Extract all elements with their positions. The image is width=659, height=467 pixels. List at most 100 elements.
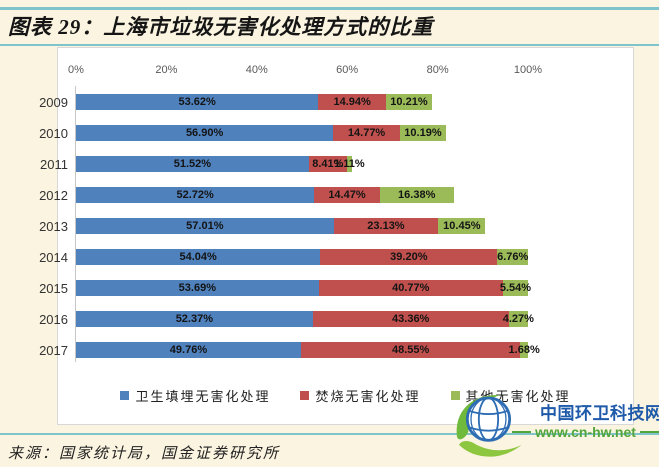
x-axis-tick: 80%	[426, 64, 449, 76]
x-axis-tick: 20%	[155, 64, 178, 76]
bar-value-label: 5.54%	[499, 282, 532, 294]
legend-swatch-icon	[300, 391, 310, 400]
bar-value-label: 57.01%	[186, 220, 224, 232]
bar-segment-incineration: 14.94%	[318, 94, 386, 110]
bar-row: 2009 53.62% 14.94% 10.21%	[0, 94, 659, 110]
y-axis-line	[75, 86, 76, 362]
globe-leaf-logo	[456, 395, 522, 457]
legend-label: 卫生填埋无害化处理	[135, 389, 271, 404]
bar-segment-other: 1.68%	[509, 342, 540, 358]
title-divider	[0, 44, 659, 46]
bar-value-label: 54.04%	[179, 251, 217, 263]
bar-segment-incineration: 8.41%	[308, 156, 347, 172]
bar-value-label: 40.77%	[392, 282, 430, 294]
category-label: 2014	[39, 250, 68, 265]
legend-item: 卫生填埋无害化处理	[120, 386, 270, 405]
figure-title: 图表 29：上海市垃圾无害化处理方式的比重	[8, 15, 434, 39]
bar-segment-incineration: 43.36%	[312, 311, 509, 327]
bar-segment-incineration: 23.13%	[333, 218, 439, 234]
chart-area	[57, 47, 634, 425]
watermark-line-right	[639, 431, 659, 433]
x-axis-tick: 60%	[336, 64, 359, 76]
watermark-url-row: www.cn-hw.net	[512, 424, 659, 440]
bar-row: 2017 49.76% 48.55% 1.68%	[0, 342, 659, 358]
legend-swatch-icon	[450, 391, 460, 400]
bar-value-label: 1.68%	[508, 344, 540, 356]
bar-segment-other: 6.76%	[497, 249, 528, 265]
bar-segment-landfill: 52.37%	[76, 311, 313, 327]
bar-value-label: 1.11%	[334, 158, 365, 170]
category-label: 2012	[39, 188, 68, 203]
bar-segment-landfill: 57.01%	[76, 218, 334, 234]
legend-swatch-icon	[120, 391, 130, 400]
bar-row: 2011 51.52% 8.41% 1.11%	[0, 156, 659, 172]
category-label: 2009	[39, 95, 68, 110]
watermark-site-name: 中国环卫科技网	[540, 404, 659, 423]
category-label: 2013	[39, 219, 68, 234]
category-label: 2010	[39, 126, 68, 141]
bar-segment-other: 10.45%	[438, 218, 486, 234]
bar-value-label: 48.55%	[391, 344, 430, 356]
bottom-divider	[0, 433, 659, 435]
bar-segment-other: 5.54%	[499, 280, 532, 296]
bar-segment-other: 4.27%	[503, 311, 534, 327]
bar-row: 2016 52.37% 43.36% 4.27%	[0, 311, 659, 327]
source-note: 来源：国家统计局，国金证券研究所	[8, 446, 281, 462]
bar-segment-incineration: 14.47%	[314, 187, 380, 203]
bar-segment-other: 10.19%	[399, 125, 446, 141]
bar-segment-incineration: 14.77%	[333, 125, 400, 141]
bar-row: 2014 54.04% 39.20% 6.76%	[0, 249, 659, 265]
bar-segment-incineration: 48.55%	[300, 342, 521, 358]
bar-value-label: 51.52%	[173, 158, 212, 170]
bar-value-label: 53.69%	[178, 282, 216, 294]
bar-segment-landfill: 53.69%	[76, 280, 319, 296]
watermark-line-left	[512, 431, 532, 433]
bar-value-label: 6.76%	[497, 251, 529, 263]
bar-value-label: 53.62%	[178, 96, 216, 108]
bar-value-label: 49.76%	[169, 344, 208, 356]
bar-segment-incineration: 40.77%	[318, 280, 503, 296]
bar-value-label: 10.45%	[443, 220, 481, 232]
bar-segment-other: 16.38%	[379, 187, 454, 203]
bar-value-label: 16.38%	[398, 189, 436, 201]
bar-segment-other: 10.21%	[385, 94, 433, 110]
legend-label: 焚烧无害化处理	[315, 389, 421, 404]
bar-segment-landfill: 52.72%	[76, 187, 315, 203]
bar-value-label: 43.36%	[392, 313, 430, 325]
x-axis-tick: 40%	[245, 64, 268, 76]
bar-value-label: 8.41%	[312, 158, 344, 170]
x-axis-tick: 100%	[513, 64, 543, 76]
x-axis-tick: 0%	[68, 64, 84, 76]
top-divider	[0, 7, 659, 10]
bar-value-label: 56.90%	[185, 127, 224, 139]
bar-segment-landfill: 49.76%	[76, 342, 301, 358]
bar-value-label: 14.94%	[333, 96, 371, 108]
bar-row: 2015 53.69% 40.77% 5.54%	[0, 280, 659, 296]
bar-segment-landfill: 53.62%	[76, 94, 319, 110]
bar-value-label: 4.27%	[502, 313, 534, 325]
category-label: 2011	[40, 157, 68, 172]
category-label: 2016	[39, 312, 68, 327]
bar-segment-landfill: 54.04%	[76, 249, 321, 265]
bar-value-label: 14.77%	[347, 127, 386, 139]
bar-row: 2013 57.01% 23.13% 10.45%	[0, 218, 659, 234]
bar-segment-other: 1.11%	[334, 156, 365, 172]
bar-row: 2012 52.72% 14.47% 16.38%	[0, 187, 659, 203]
bar-segment-landfill: 51.52%	[76, 156, 309, 172]
bar-value-label: 14.47%	[328, 189, 366, 201]
legend-item: 焚烧无害化处理	[300, 386, 420, 405]
bar-value-label: 52.72%	[176, 189, 214, 201]
bar-value-label: 10.19%	[404, 127, 442, 139]
category-label: 2017	[39, 343, 68, 358]
bar-value-label: 39.20%	[390, 251, 428, 263]
bar-segment-landfill: 56.90%	[76, 125, 334, 141]
watermark-site-url: www.cn-hw.net	[535, 424, 636, 440]
category-label: 2015	[39, 281, 68, 296]
bar-value-label: 52.37%	[175, 313, 213, 325]
watermark: 中国环卫科技网 www.cn-hw.net	[440, 384, 659, 467]
bar-value-label: 10.21%	[390, 96, 428, 108]
bar-segment-incineration: 39.20%	[320, 249, 498, 265]
bar-value-label: 23.13%	[367, 220, 405, 232]
bar-row: 2010 56.90% 14.77% 10.19%	[0, 125, 659, 141]
